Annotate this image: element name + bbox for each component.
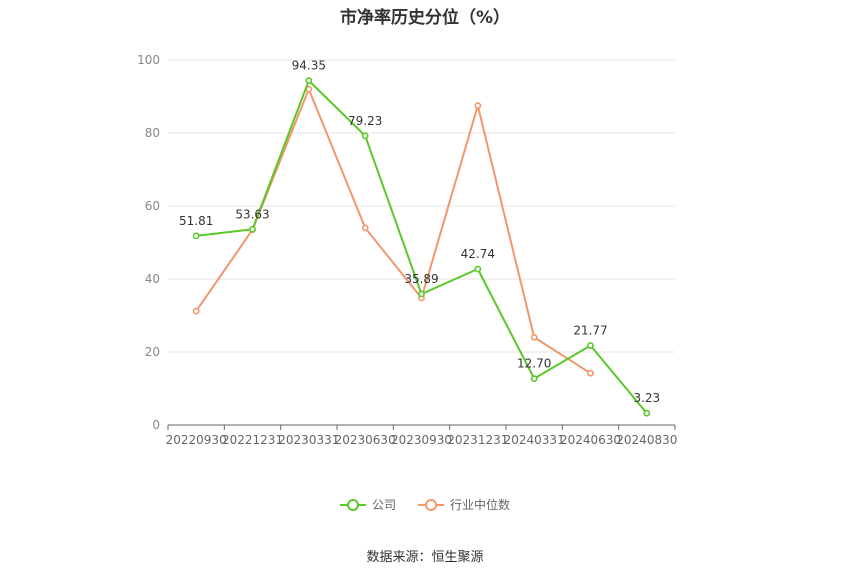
legend-swatch-industry-median [418,498,444,512]
series-0-point [361,132,369,140]
data-label: 35.89 [404,272,438,286]
y-tick-label: 100 [137,53,160,67]
y-tick-label: 60 [145,199,160,213]
y-tick-label: 20 [145,345,160,359]
series-layer [192,77,651,417]
y-tick-label: 80 [145,126,160,140]
data-label: 3.23 [633,391,660,405]
x-tick-label: 20230930 [391,433,452,447]
series-0-point [192,232,200,240]
x-tick-label: 20220930 [166,433,227,447]
series-0-point [305,77,313,85]
axis-layer: 0204060801002022093020221231202303312023… [137,53,677,447]
data-label: 51.81 [179,214,213,228]
data-label: 79.23 [348,114,382,128]
legend-item-company[interactable]: 公司 [339,496,396,513]
series-0-point [474,265,482,273]
series-1-point [192,307,200,315]
data-label: 94.35 [292,59,326,73]
series-0-point [530,375,538,383]
x-tick-label: 20230630 [335,433,396,447]
legend-item-industry-median[interactable]: 行业中位数 [418,496,510,513]
data-label: 21.77 [573,324,607,338]
y-tick-label: 40 [145,272,160,286]
series-0-point [249,225,256,233]
chart-title: 市净率历史分位（%） [339,8,511,28]
grid-layer [168,59,675,353]
legend-label-industry-median: 行业中位数 [450,498,511,512]
series-0-point [643,409,651,417]
data-label-layer: 51.81 53.63 94.35 79.23 35.89 42.74 12.70 21.77… [179,59,660,406]
x-tick-label: 20221231 [222,433,283,447]
y-tick-label: 0 [152,418,160,432]
data-label: 53.63 [235,207,269,221]
x-tick-label: 20240630 [560,433,621,447]
series-0-point [418,290,425,298]
legend-swatch-company [339,498,366,512]
legend: 公司 行业中位数 [0,496,850,513]
x-tick-label: 20230331 [278,433,339,447]
series-1-point [361,224,369,232]
series-1-point [474,102,482,110]
series-1-point [587,369,594,377]
x-tick-label: 20240830 [616,433,677,447]
x-tick-label: 20231231 [447,433,508,447]
data-label: 42.74 [461,247,495,261]
series-0-line [196,79,648,414]
data-source: 数据来源：恒生聚源 [366,550,484,565]
data-label: 12.70 [517,357,551,371]
legend-label-company: 公司 [371,498,396,512]
series-0-point [587,342,594,349]
x-tick-label: 20240331 [504,433,565,447]
series-1-point [530,333,538,341]
